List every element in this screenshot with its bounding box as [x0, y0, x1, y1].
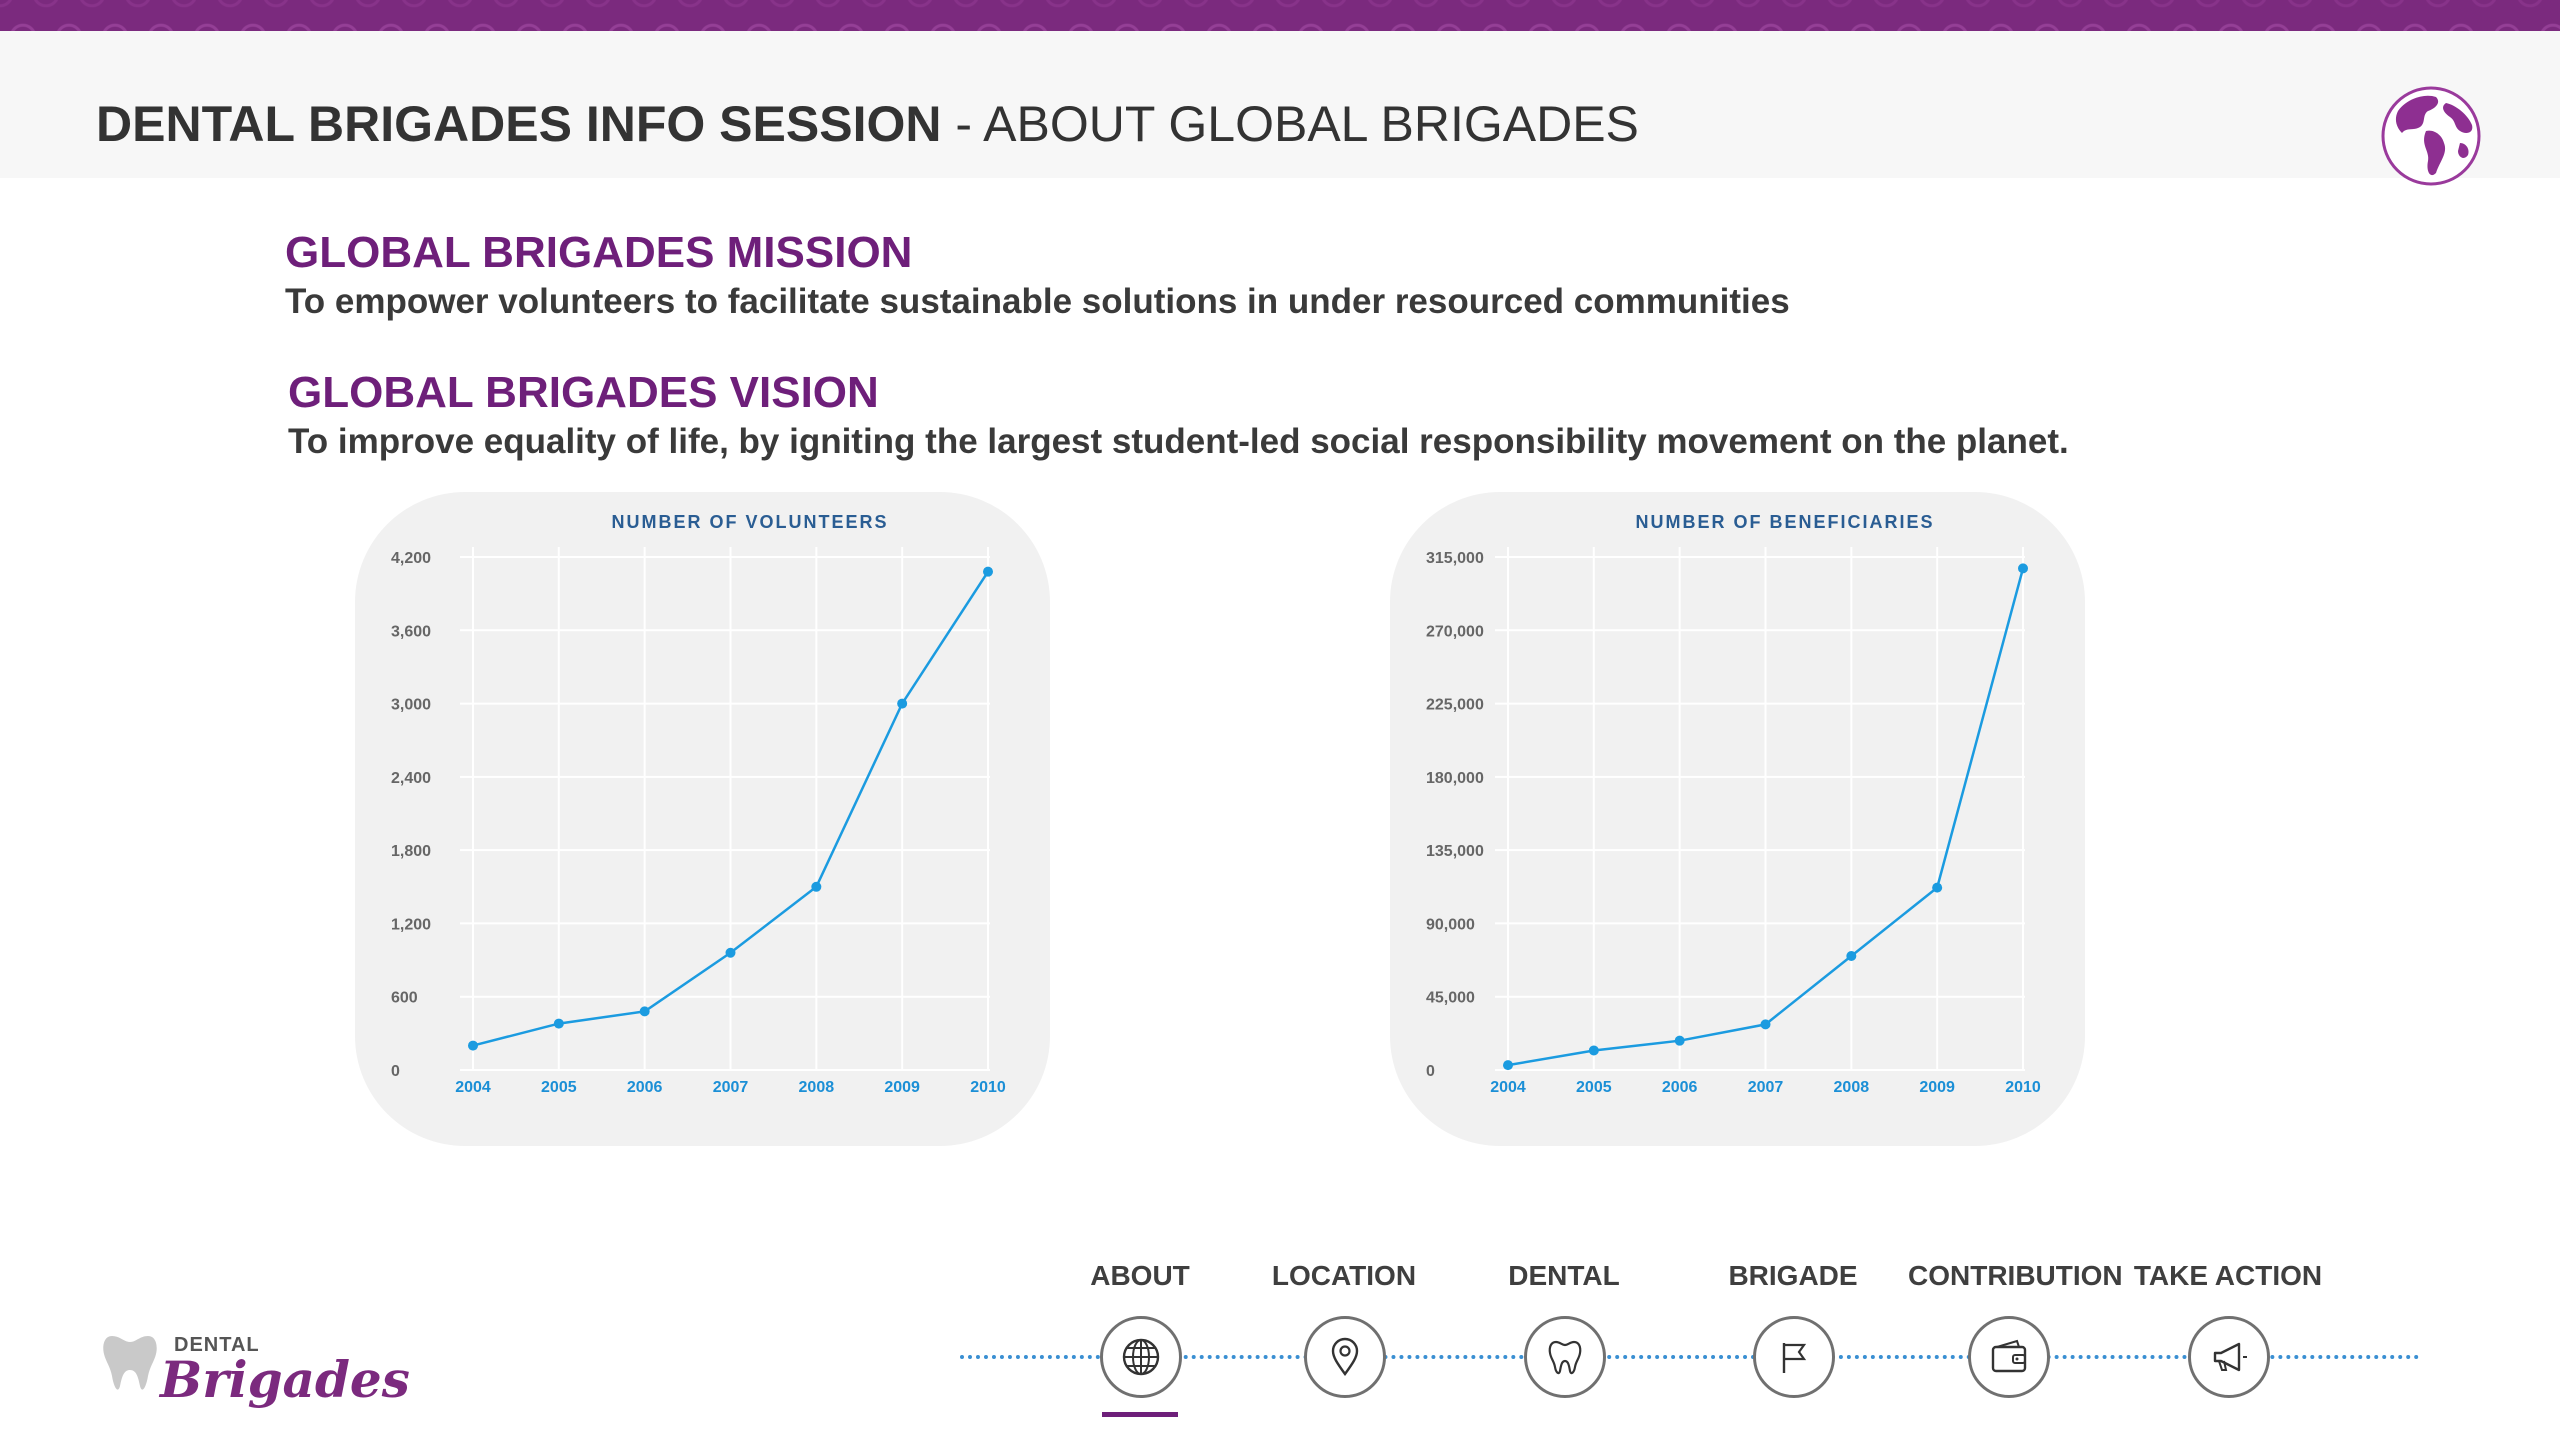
volunteers-x-tick-label: 2005 — [541, 1079, 577, 1096]
flag-icon — [1782, 1343, 1807, 1373]
volunteers-y-tick-label: 600 — [391, 990, 418, 1007]
beneficiaries-data-point — [1760, 1019, 1771, 1030]
beneficiaries-chart: NUMBER OF BENEFICIARIES 0 45,000 90,000 135,… — [1390, 492, 2085, 1146]
volunteers-data-point — [983, 566, 993, 577]
volunteers-chart-svg: NUMBER OF VOLUNTEERS 0 600 1,200 1,800 2,400 3… — [391, 512, 1006, 1096]
nav-item-about[interactable]: ABOUT — [1040, 1230, 1240, 1430]
mission-text: To empower volunteers to facilitate sust… — [285, 282, 1790, 321]
beneficiaries-y-tick-label: 0 — [1426, 1063, 1435, 1080]
nav-item-dental[interactable]: DENTAL — [1464, 1230, 1664, 1430]
nav-active-indicator — [1102, 1412, 1178, 1417]
volunteers-x-tick-label: 2010 — [970, 1079, 1006, 1096]
section-navigation: ABOUT LOCATION DENTAL — [960, 1230, 2420, 1430]
beneficiaries-x-tick-label: 2005 — [1576, 1079, 1612, 1096]
volunteers-chart: NUMBER OF VOLUNTEERS 0 600 1,200 1,800 2,400 3… — [355, 492, 1050, 1146]
beneficiaries-chart-svg: NUMBER OF BENEFICIARIES 0 45,000 90,000 135,… — [1426, 512, 2041, 1096]
globe-icon — [1122, 1338, 1160, 1376]
header-bar: DENTAL BRIGADES INFO SESSION - ABOUT GLO… — [0, 31, 2560, 186]
beneficiaries-y-tick-label: 45,000 — [1426, 990, 1475, 1007]
nav-button-take-action[interactable] — [2188, 1316, 2270, 1398]
volunteers-y-tick-label: 3,600 — [391, 623, 431, 640]
nav-button-brigade[interactable] — [1753, 1316, 1835, 1398]
location-pin-icon — [1331, 1337, 1359, 1377]
beneficiaries-data-point — [1932, 882, 1943, 893]
beneficiaries-y-tick-label: 315,000 — [1426, 550, 1484, 567]
volunteers-x-tick-label: 2007 — [713, 1079, 749, 1096]
vision-heading: GLOBAL BRIGADES VISION — [288, 368, 879, 417]
nav-label-location: LOCATION — [1271, 1260, 1417, 1291]
beneficiaries-data-point — [1588, 1045, 1599, 1056]
nav-item-location[interactable]: LOCATION — [1244, 1230, 1444, 1430]
beneficiaries-data-point — [1674, 1035, 1685, 1046]
nav-label-dental: DENTAL — [1508, 1260, 1620, 1291]
volunteers-y-tick-label: 1,200 — [391, 916, 431, 933]
wallet-icon — [1991, 1339, 2027, 1373]
volunteers-y-tick-label: 2,400 — [391, 770, 431, 787]
nav-button-dental[interactable] — [1524, 1316, 1606, 1398]
volunteers-x-tick-label: 2009 — [884, 1079, 920, 1096]
volunteers-data-point — [553, 1018, 564, 1029]
nav-item-take-action[interactable]: TAKE ACTION — [2128, 1230, 2328, 1430]
nav-label-about: ABOUT — [1090, 1260, 1190, 1291]
page-title: DENTAL BRIGADES INFO SESSION - ABOUT GLO… — [96, 95, 1639, 153]
nav-button-about[interactable] — [1100, 1316, 1182, 1398]
volunteers-data-point — [639, 1006, 650, 1017]
beneficiaries-x-tick-label: 2007 — [1748, 1079, 1784, 1096]
nav-item-brigade[interactable]: BRIGADE — [1693, 1230, 1893, 1430]
beneficiaries-data-point — [1846, 951, 1857, 961]
tooth-icon — [103, 1336, 157, 1390]
nav-button-location[interactable] — [1304, 1316, 1386, 1398]
page-title-sub: - ABOUT GLOBAL BRIGADES — [941, 96, 1639, 152]
logo-dental-text: DENTAL — [174, 1334, 260, 1356]
nav-button-contribution[interactable] — [1968, 1316, 2050, 1398]
volunteers-data-point — [811, 881, 822, 892]
beneficiaries-data-point — [1503, 1060, 1513, 1071]
beneficiaries-x-tick-label: 2009 — [1919, 1079, 1955, 1096]
megaphone-icon — [2213, 1342, 2247, 1372]
beneficiaries-x-tick-label: 2004 — [1490, 1079, 1526, 1096]
volunteers-y-tick-label: 3,000 — [391, 697, 431, 714]
decorative-top-band — [0, 0, 2560, 31]
beneficiaries-chart-title: NUMBER OF BENEFICIARIES — [1635, 512, 1934, 532]
tooth-icon — [1548, 1340, 1582, 1375]
nav-item-contribution[interactable]: CONTRIBUTION — [1908, 1230, 2123, 1430]
globe-icon — [2381, 86, 2481, 186]
nav-label-take-action: TAKE ACTION — [2133, 1260, 2323, 1291]
nav-label-brigade: BRIGADE — [1728, 1260, 1858, 1291]
volunteers-x-tick-label: 2006 — [627, 1079, 663, 1096]
volunteers-data-point — [725, 947, 736, 958]
volunteers-chart-title: NUMBER OF VOLUNTEERS — [611, 512, 888, 532]
beneficiaries-y-tick-label: 90,000 — [1426, 916, 1475, 933]
nav-dotted-line — [960, 1355, 2420, 1359]
beneficiaries-y-tick-label: 270,000 — [1426, 623, 1484, 640]
logo-brigades-text: Brigades — [160, 1350, 410, 1409]
mission-heading: GLOBAL BRIGADES MISSION — [285, 228, 913, 277]
beneficiaries-y-tick-label: 135,000 — [1426, 843, 1484, 860]
beneficiaries-y-tick-label: 225,000 — [1426, 697, 1484, 714]
beneficiaries-x-tick-label: 2006 — [1662, 1079, 1698, 1096]
volunteers-x-tick-label: 2004 — [455, 1079, 491, 1096]
nav-label-contribution: CONTRIBUTION — [1908, 1260, 2123, 1291]
beneficiaries-data-point — [2018, 563, 2028, 574]
volunteers-y-tick-label: 0 — [391, 1063, 400, 1080]
vision-text: To improve equality of life, by igniting… — [288, 422, 2069, 461]
volunteers-data-point — [468, 1040, 478, 1051]
volunteers-y-tick-label: 1,800 — [391, 843, 431, 860]
page-title-main: DENTAL BRIGADES INFO SESSION — [96, 96, 942, 152]
volunteers-data-point — [897, 698, 908, 709]
dental-brigades-logo: DENTAL Brigades — [100, 1330, 410, 1410]
beneficiaries-y-tick-label: 180,000 — [1426, 770, 1484, 787]
beneficiaries-x-tick-label: 2010 — [2005, 1079, 2041, 1096]
beneficiaries-x-tick-label: 2008 — [1834, 1079, 1870, 1096]
volunteers-x-tick-label: 2008 — [799, 1079, 835, 1096]
volunteers-y-tick-label: 4,200 — [391, 550, 431, 567]
